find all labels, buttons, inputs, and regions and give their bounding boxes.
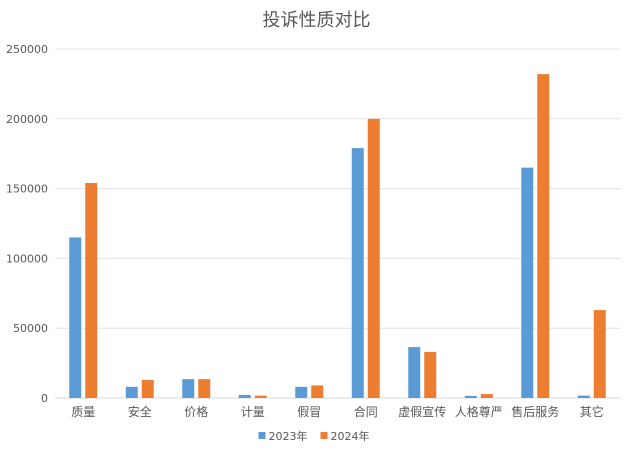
bar-series2 [593, 310, 606, 398]
bar-series2 [85, 183, 98, 398]
x-tick-label: 虚假宣传 [398, 404, 446, 419]
y-tick-label: 250000 [6, 43, 48, 56]
bar-series1 [125, 386, 138, 398]
bar-series2 [480, 394, 493, 398]
bar-series1 [521, 167, 534, 398]
bar-series2 [198, 379, 211, 398]
x-tick-label: 人格尊严 [455, 404, 503, 419]
x-tick-label: 假冒 [297, 405, 321, 419]
legend-label: 2023年 [269, 429, 308, 443]
bar-series1 [69, 237, 82, 398]
bar-series1 [464, 395, 477, 398]
chart-title: 投诉性质对比 [262, 10, 371, 31]
bar-series1 [577, 395, 590, 398]
bar-series2 [141, 379, 154, 398]
legend-label: 2024年 [331, 429, 370, 443]
bar-series2 [537, 74, 550, 399]
x-tick-label: 质量 [71, 405, 95, 419]
y-tick-label: 150000 [6, 183, 48, 196]
legend-swatch [320, 432, 328, 439]
bar-series2 [367, 118, 380, 399]
bar-series2 [424, 351, 437, 398]
x-tick-label: 安全 [128, 404, 152, 419]
bar-series2 [311, 385, 324, 398]
x-tick-label: 合同 [354, 404, 378, 419]
legend-swatch [258, 432, 266, 439]
y-tick-label: 50000 [13, 322, 48, 335]
x-tick-label: 其它 [580, 404, 604, 419]
x-tick-label: 计量 [241, 405, 265, 419]
y-tick-label: 0 [41, 392, 48, 405]
x-tick-label: 价格 [184, 404, 208, 419]
bar-series1 [238, 394, 251, 398]
y-tick-label: 100000 [6, 252, 48, 265]
x-tick-label: 售后服务 [511, 404, 559, 419]
bar-series1 [351, 148, 364, 398]
bar-series2 [254, 395, 267, 398]
bar-series1 [182, 379, 195, 398]
bar-series1 [408, 347, 421, 398]
y-tick-label: 200000 [6, 113, 48, 126]
bar-series1 [295, 386, 308, 398]
